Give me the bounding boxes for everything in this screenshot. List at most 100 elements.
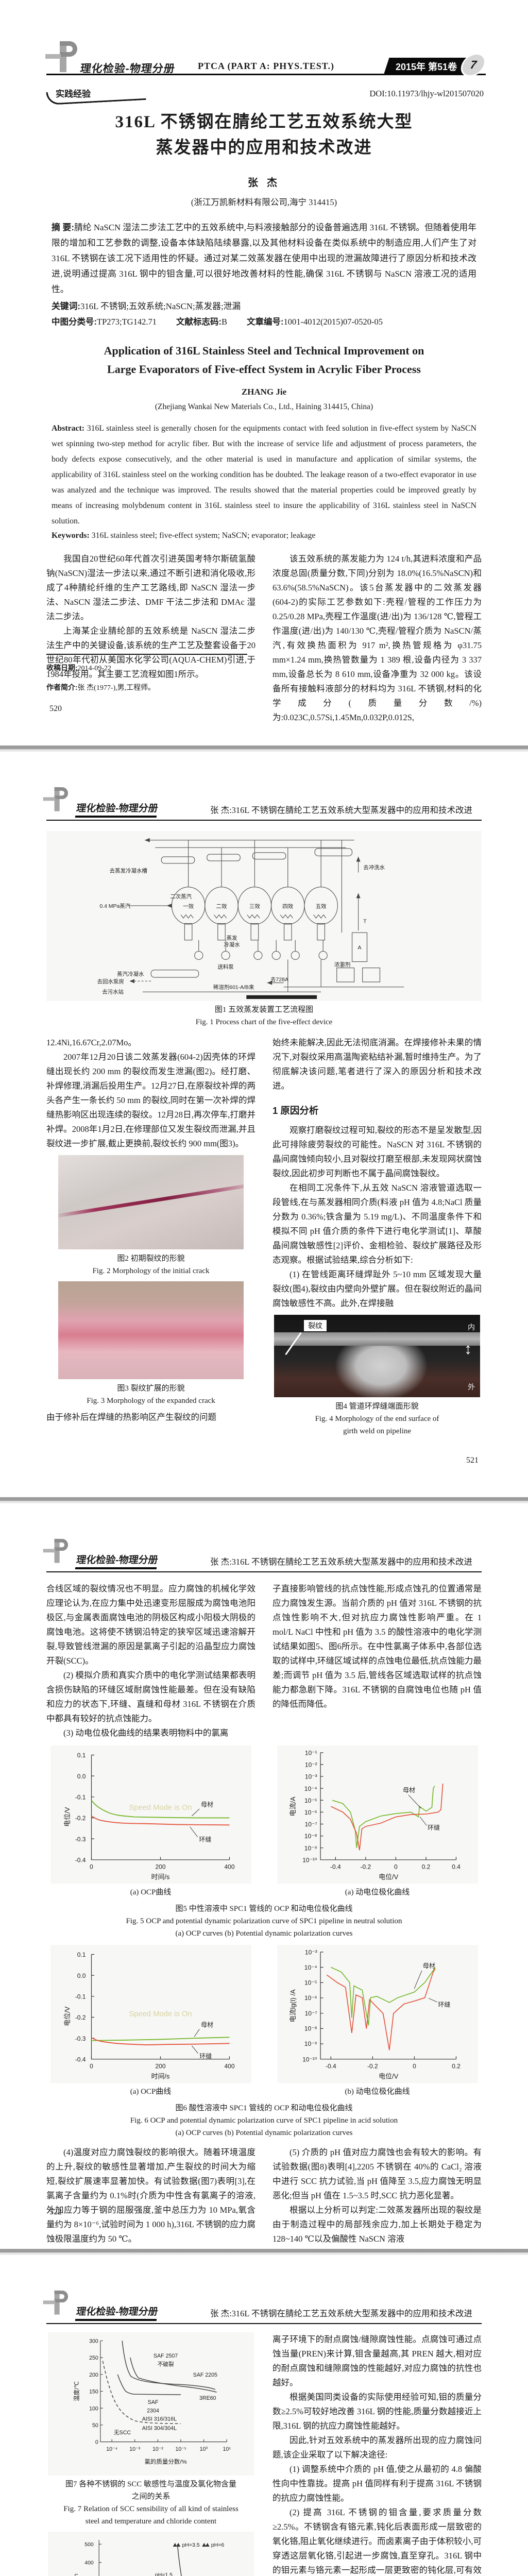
page-1: 理化检验-物理分册 PTCA (PART A: PHYS.TEST.) 2015… [0, 0, 528, 745]
annotation-arrow [408, 1794, 421, 1809]
keywords-en: Keywords: 316L stainless steel; five-eff… [52, 531, 476, 540]
fig1-label: 去728A [270, 976, 288, 982]
right-column: 子直接影响管线的抗点蚀性能,形成点蚀孔的位置通常是应力腐蚀发生源。当前介质的 p… [272, 1582, 482, 1740]
re60-curve [130, 2357, 217, 2393]
x-tick: 0.2 [452, 2062, 461, 2070]
y-tick: 10⁻⁶ [304, 1809, 317, 1816]
fig1-effect-1: 一效 [183, 903, 194, 910]
right-column: 离子环境下的耐点腐蚀/缝隙腐蚀性能。点腐蚀可通过点蚀当量(PREN)来计算,钼含… [272, 2332, 482, 2576]
y-axis-label: 破断时间/h [72, 2574, 79, 2576]
runout-label-ph6: pH=6 [211, 2543, 224, 2548]
y-tick: -0.2 [75, 2014, 86, 2021]
y-axis-label: 电流/A [289, 1797, 297, 1816]
bio-text: 张 杰(1977-),男,工程师。 [77, 684, 156, 692]
curve-label-aisi304: AISI 304/304L [142, 2426, 177, 2432]
left-column: 300 250 200 150 100 50 0 10⁻⁴ 10⁻³ 10⁻² … [46, 2332, 256, 2576]
running-title: 张 杰:316L 不锈钢在腈纶工艺五效系统大型蒸发器中的应用和技术改进 [210, 1557, 473, 1567]
figure-4-caption-en: Fig. 4 Morphology of the end surface of [315, 1415, 439, 1423]
fig1-label: 去蒸发冷凝水槽 [110, 867, 148, 874]
abstract-label-en: Abstract: [52, 424, 85, 433]
y-tick: 0 [95, 2439, 98, 2446]
crack-streak [58, 1182, 244, 1218]
body-paragraph: 根据美国同类设备的实际使用经验可知,钼的质量分数≥2.5%可较好地改善 316L… [272, 2392, 482, 2431]
series-label-base-metal: 母材 [201, 1801, 213, 1808]
body-paragraph: 12.4Ni,16.67Cr,2.07Mo。 [46, 1038, 137, 1047]
clc-value: TP273;TG142.71 [97, 317, 157, 327]
fig1-label: 去冲洗水 [363, 864, 385, 871]
y-tick: 500 [84, 2542, 94, 2548]
x-tick: -0.4 [325, 2062, 336, 2070]
article-title-cn-line1: 316L 不锈钢在腈纶工艺五效系统大型 [115, 113, 413, 131]
girth-weld-curve [326, 1968, 436, 2050]
x-tick: 400 [224, 2062, 234, 2070]
photo-figure-2 [58, 1155, 244, 1249]
publisher-logo [42, 2290, 72, 2315]
y-tick: 0.0 [77, 1773, 86, 1780]
y-tick: 10⁻⁸ [304, 2025, 317, 2032]
polarization-chart-acid: 10⁻³ 10⁻⁴ 10⁻⁵ 10⁻⁶ 10⁻⁷ 10⁻⁸ 10⁻⁹ 10⁻¹⁰… [277, 1945, 478, 2083]
keywords-label-en: Keywords: [52, 531, 90, 540]
body-paragraph: 该五效系统的蒸发能力为 124 t/h,其进料浓度和产品浓度总固(质量分数,下同… [272, 554, 482, 722]
x-tick: 0 [394, 1863, 398, 1870]
x-axis-label: 氯的质量分数/% [145, 2458, 187, 2465]
base-metal-curve [91, 1800, 229, 1819]
right-column: (5) 介质的 pH 值对应力腐蚀也会有较大的影响。有试验数据(图8)表明[4]… [272, 2145, 482, 2246]
y-tick: -0.3 [75, 1836, 86, 1843]
fig1-label: 去污水站 [102, 989, 124, 995]
keywords-label-cn: 关键词: [52, 301, 80, 311]
saf2304-curve [117, 2374, 181, 2395]
annotation-arrow [194, 2029, 200, 2037]
body-paragraph: 观察打磨裂纹过程可知,裂纹的形态不是呈发散型,因此可排除疲劳裂纹的可能性。NaS… [272, 1125, 482, 1178]
affiliation-cn: (浙江万凯新材料有限公司,海宁 314415) [191, 197, 337, 207]
photo-figure-3 [58, 1281, 244, 1379]
y-tick: 10⁻⁴ [304, 1964, 317, 1971]
received-date: 2014-09-22 [77, 665, 111, 672]
base-metal-curve [330, 1967, 436, 2026]
girth-weld-curve [91, 1816, 229, 1826]
figure-6a-subcaption: (a) OCP曲线 [130, 2088, 172, 2096]
footnote-rule [46, 654, 247, 655]
keywords-cn: 关键词:316L 不锈钢;五效系统;NaSCN;蒸发器;泄漏 [52, 299, 476, 312]
fig1-label: 送料泵 [217, 963, 234, 970]
y-tick: 10⁻¹ [304, 1749, 317, 1756]
footnote-block: 收稿日期:2014-09-22 作者简介:张 杰(1977-),男,工程师。 [46, 654, 263, 701]
right-column: 始终未能解决,因此无法彻底消漏。在焊接修补未果的情况下,对裂纹采用高温陶瓷粘结补… [272, 1036, 482, 1437]
body-paragraph: 由于修补后在焊缝的热影响区产生裂纹的问题 [46, 1412, 216, 1422]
polarization-chart-neutral: 10⁻¹ 10⁻² 10⁻³ 10⁻⁴ 10⁻⁵ 10⁻⁶ 10⁻⁷ 10⁻⁸ … [277, 1745, 478, 1884]
x-tick: 0.4 [452, 1863, 461, 1870]
journal-brand: 理化检验-物理分册 [75, 2304, 159, 2321]
y-axis-label: 电流lg(I) /A [289, 1989, 297, 2022]
curve-label-nocrack: 不破裂 [158, 2361, 174, 2367]
figure-6: Speed Mode is On 0.1 0.0 -0.1 -0.2 -0.3 … [46, 1945, 482, 2139]
article-title-en-line2: Large Evaporators of Five-effect System … [107, 363, 421, 376]
fig1-label: 蒸汽冷凝水 [117, 971, 144, 977]
x-tick: 10⁰ [200, 2446, 208, 2452]
x-tick: 10⁻¹ [176, 2446, 186, 2452]
fig1-label: 去回水泵房 [97, 978, 124, 985]
series-label-base-metal: 母材 [422, 1962, 435, 1969]
publisher-logo [42, 787, 72, 812]
x-tick: -0.2 [360, 1863, 371, 1870]
y-tick: 10⁻⁵ [304, 1797, 317, 1804]
annotation-arrow [191, 2045, 198, 2054]
author-en: ZHANG Jie [241, 387, 287, 397]
girth-weld-curve [91, 2037, 230, 2045]
viewer-watermark: Speed Mode is On [129, 2010, 192, 2019]
page-3: 理化检验-物理分册 张 杰:316L 不锈钢在腈纶工艺五效系统大型蒸发器中的应用… [0, 1503, 528, 2249]
figure-1: 去蒸发冷凝水槽 0.4 MPa蒸汽 二次蒸汽 一效 二效 三效 四效 五效 蒸发… [46, 831, 482, 1028]
y-tick: 100 [89, 2405, 98, 2412]
figure-1-caption-en: Fig. 1 Process chart of the five-effect … [195, 1018, 333, 1026]
body-paragraph: 我国自20世纪60年代首次引进英国考特尔斯硫氢酸钠(NaSCN)湿法一步法以来,… [46, 554, 256, 621]
figure-7-caption: 图7 各种不锈钢的 SCC 敏感性与温度及氯化物含量 [65, 2480, 237, 2488]
fig1-effect-3: 三效 [249, 903, 260, 910]
body-paragraph: 子直接影响管线的抗点蚀性能,形成点蚀孔的位置通常是应力腐蚀发生源。当前介质的 p… [272, 1584, 482, 1709]
page-4: 理化检验-物理分册 张 杰:316L 不锈钢在腈纶工艺五效系统大型蒸发器中的应用… [0, 2255, 528, 2576]
x-tick: 10⁻⁴ [106, 2446, 117, 2452]
bio-label: 作者简介: [46, 683, 78, 691]
annotation-arrow [428, 1998, 437, 2003]
issue-badge: 2015年 第51卷 7 [383, 53, 489, 77]
figure-5-caption-cn: 图5 中性溶液中 SPC1 管线的 OCP 和动电位极化曲线 [175, 1905, 353, 1913]
y-tick: 150 [89, 2389, 98, 2395]
y-tick: 10⁻⁹ [304, 1844, 317, 1852]
fig1-label: 冷凝水 [224, 941, 240, 948]
